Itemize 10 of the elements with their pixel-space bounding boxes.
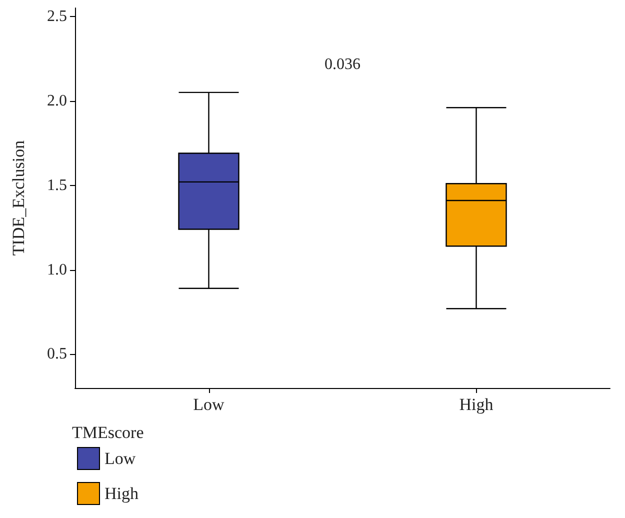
annotation: 0.036: [324, 56, 360, 73]
y-tick-label: 2.0: [47, 92, 67, 110]
legend-label: High: [104, 484, 139, 503]
y-tick-label: 1.5: [47, 176, 67, 194]
legend-label: Low: [104, 449, 136, 468]
y-tick-label: 0.5: [47, 346, 67, 363]
y-tick-label: 2.5: [47, 8, 67, 25]
legend-title: TMEscore: [72, 423, 144, 442]
y-axis-title: TIDE_Exclusion: [9, 140, 28, 256]
y-tick-label: 1.0: [47, 261, 67, 278]
